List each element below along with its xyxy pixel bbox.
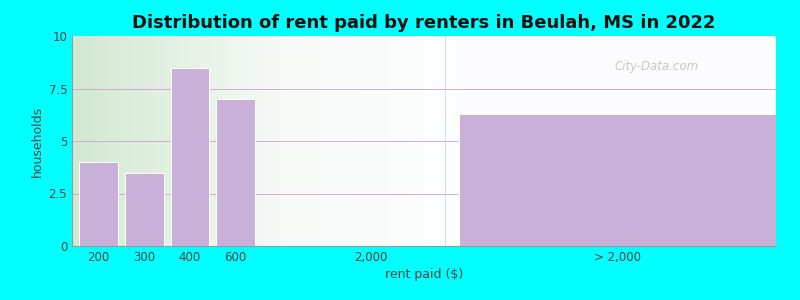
- Bar: [79, 162, 118, 246]
- Bar: [170, 68, 210, 246]
- Bar: [125, 172, 163, 246]
- Bar: [216, 99, 255, 246]
- Title: Distribution of rent paid by renters in Beulah, MS in 2022: Distribution of rent paid by renters in …: [132, 14, 716, 32]
- Bar: [459, 114, 776, 246]
- X-axis label: rent paid ($): rent paid ($): [385, 268, 463, 281]
- Y-axis label: households: households: [31, 105, 44, 177]
- Text: City-Data.com: City-Data.com: [614, 60, 698, 73]
